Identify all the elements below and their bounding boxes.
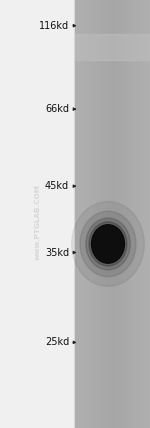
- Ellipse shape: [86, 218, 130, 270]
- FancyBboxPatch shape: [124, 0, 126, 428]
- FancyBboxPatch shape: [109, 0, 111, 428]
- Text: 116kd: 116kd: [39, 21, 69, 31]
- FancyBboxPatch shape: [135, 0, 137, 428]
- FancyBboxPatch shape: [81, 0, 82, 428]
- FancyBboxPatch shape: [82, 0, 84, 428]
- FancyBboxPatch shape: [90, 0, 92, 428]
- FancyBboxPatch shape: [75, 0, 77, 428]
- FancyBboxPatch shape: [120, 0, 122, 428]
- FancyBboxPatch shape: [141, 0, 142, 428]
- FancyBboxPatch shape: [75, 34, 150, 60]
- Text: 25kd: 25kd: [45, 337, 69, 348]
- FancyBboxPatch shape: [101, 0, 103, 428]
- FancyBboxPatch shape: [131, 0, 133, 428]
- Text: www.PTGLAB.COM: www.PTGLAB.COM: [34, 184, 40, 261]
- FancyBboxPatch shape: [139, 0, 141, 428]
- FancyBboxPatch shape: [116, 0, 118, 428]
- FancyBboxPatch shape: [98, 0, 99, 428]
- FancyBboxPatch shape: [118, 0, 120, 428]
- FancyBboxPatch shape: [122, 0, 124, 428]
- FancyBboxPatch shape: [128, 0, 129, 428]
- Text: 45kd: 45kd: [45, 181, 69, 191]
- Ellipse shape: [92, 225, 124, 263]
- FancyBboxPatch shape: [133, 0, 135, 428]
- FancyBboxPatch shape: [148, 0, 150, 428]
- FancyBboxPatch shape: [146, 0, 148, 428]
- FancyBboxPatch shape: [92, 0, 94, 428]
- FancyBboxPatch shape: [94, 0, 96, 428]
- FancyBboxPatch shape: [107, 0, 109, 428]
- FancyBboxPatch shape: [105, 0, 107, 428]
- Text: 35kd: 35kd: [45, 247, 69, 258]
- FancyBboxPatch shape: [99, 0, 101, 428]
- Ellipse shape: [72, 202, 144, 286]
- FancyBboxPatch shape: [144, 0, 146, 428]
- FancyBboxPatch shape: [88, 0, 90, 428]
- FancyBboxPatch shape: [142, 0, 144, 428]
- FancyBboxPatch shape: [111, 0, 112, 428]
- FancyBboxPatch shape: [114, 0, 116, 428]
- FancyBboxPatch shape: [129, 0, 131, 428]
- FancyBboxPatch shape: [77, 0, 79, 428]
- Ellipse shape: [80, 211, 136, 276]
- FancyBboxPatch shape: [79, 0, 81, 428]
- Text: 66kd: 66kd: [45, 104, 69, 114]
- Ellipse shape: [89, 222, 127, 266]
- FancyBboxPatch shape: [75, 0, 150, 428]
- FancyBboxPatch shape: [86, 0, 88, 428]
- FancyBboxPatch shape: [126, 0, 127, 428]
- FancyBboxPatch shape: [112, 0, 114, 428]
- FancyBboxPatch shape: [84, 0, 86, 428]
- FancyBboxPatch shape: [103, 0, 105, 428]
- FancyBboxPatch shape: [137, 0, 139, 428]
- FancyBboxPatch shape: [96, 0, 98, 428]
